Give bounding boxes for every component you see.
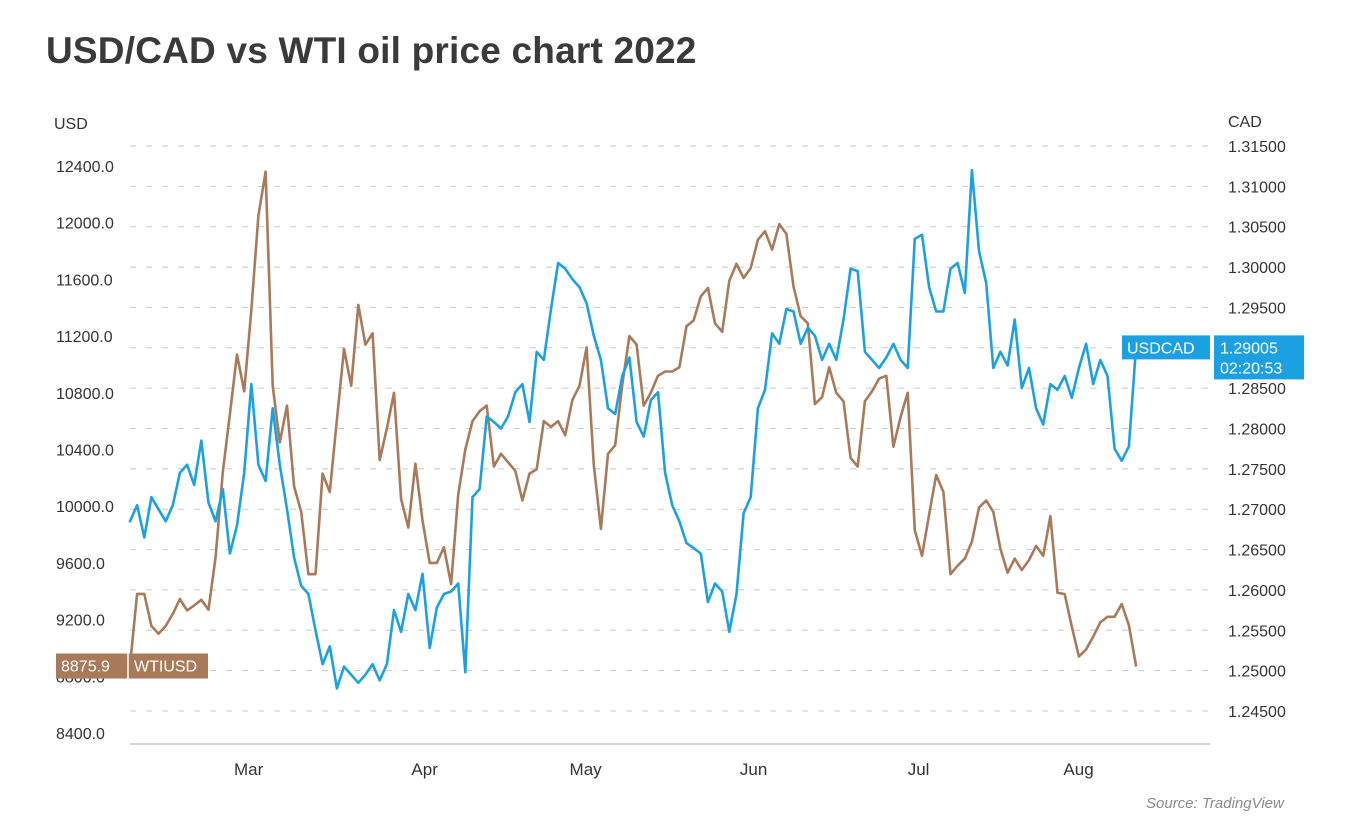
right-tick-label: 1.26500 (1228, 543, 1286, 560)
left-tick-label: 11200.0 (56, 329, 113, 346)
right-tick-label: 1.28500 (1228, 381, 1286, 398)
right-tick-label: 1.25000 (1228, 664, 1286, 681)
left-tick-label: 10400.0 (56, 443, 114, 460)
x-axis-ticks: Mar Apr May Jun Jul Aug (130, 743, 1210, 779)
left-tick-label: 9600.0 (56, 556, 105, 573)
series-line-usdcad (128, 168, 1138, 690)
usdcad-name-tag (1122, 335, 1210, 360)
right-tick-label: 1.31000 (1228, 179, 1286, 196)
gridlines (130, 145, 1210, 712)
right-tick-label: 1.30000 (1228, 260, 1286, 277)
left-axis-unit: USD (54, 116, 88, 133)
x-tick-label: Aug (1063, 760, 1093, 779)
right-tick-label: 1.27000 (1228, 502, 1286, 519)
usdcad-tag-name: USDCAD (1127, 340, 1195, 357)
usdcad-last-value-tag (1214, 335, 1304, 380)
right-axis-unit: CAD (1228, 114, 1262, 131)
series-lines (128, 168, 1138, 690)
left-tick-label: 12400.0 (56, 159, 114, 176)
usdcad-time-label: 02:20:53 (1220, 360, 1282, 377)
right-tick-label: 1.27500 (1228, 462, 1286, 479)
right-tick-label: 1.25500 (1228, 623, 1286, 640)
left-tick-label: 10000.0 (56, 499, 114, 516)
source-note: Source: TradingView (1146, 795, 1284, 812)
left-tick-label: 11600.0 (56, 272, 113, 289)
last-value-tags: 8875.9 WTIUSD USDCAD 1.29005 02:20:53 (56, 335, 1304, 679)
chart-title: USD/CAD vs WTI oil price chart 2022 (46, 30, 697, 71)
right-tick-label: 1.29500 (1228, 300, 1286, 317)
left-tick-label: 12000.0 (56, 216, 114, 233)
series-line-wtiusd (128, 170, 1138, 667)
right-tick-label: 1.28000 (1228, 422, 1286, 439)
right-tick-label: 1.30500 (1228, 220, 1286, 237)
left-tick-label: 8400.0 (56, 726, 105, 743)
left-tick-label: 10800.0 (56, 386, 114, 403)
x-tick-label: May (570, 760, 603, 779)
x-tick-label: Mar (234, 760, 264, 779)
right-tick-label: 1.31500 (1228, 139, 1286, 156)
x-tick-label: Jun (740, 760, 767, 779)
wti-last-value-tag (56, 653, 208, 679)
left-tick-label: 9200.0 (56, 613, 105, 630)
right-axis-ticks: 1.315001.310001.305001.300001.295001.290… (1228, 139, 1286, 721)
wti-tag-name: WTIUSD (134, 659, 197, 676)
right-tick-label: 1.26000 (1228, 583, 1286, 600)
x-tick-label: Apr (411, 760, 438, 779)
wti-last-value: 8875.9 (61, 659, 110, 676)
usdcad-last-value: 1.29005 (1220, 340, 1278, 357)
x-tick-label: Jul (908, 760, 930, 779)
right-tick-label: 1.24500 (1228, 704, 1286, 721)
